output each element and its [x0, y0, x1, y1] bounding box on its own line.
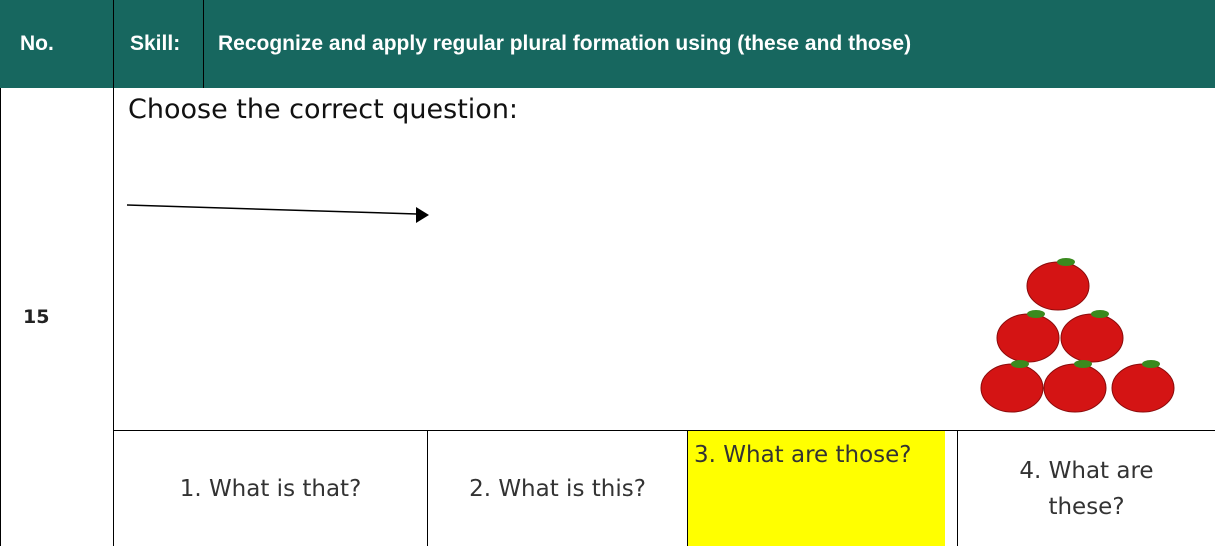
illustration	[126, 204, 1175, 413]
apples	[980, 261, 1175, 413]
header-no: No.	[0, 0, 114, 88]
arrow-head	[416, 207, 429, 223]
option[interactable]: 4. What are these?	[1019, 457, 1154, 520]
arrow-line	[126, 204, 418, 215]
question-prompt: Choose the correct question:	[128, 94, 519, 125]
row-divider	[114, 430, 1215, 431]
option[interactable]: 2. What is this?	[428, 431, 688, 546]
header-skill-label: Skill:	[114, 0, 204, 88]
option[interactable]: 3. What are those?	[688, 431, 945, 546]
option[interactable]: 1. What is that?	[114, 431, 428, 546]
question-number: 15	[0, 88, 114, 546]
apple-leaves	[1011, 258, 1160, 368]
header-skill: Recognize and apply regular plural forma…	[204, 0, 1215, 88]
option-cell: 3. What are those?	[688, 431, 958, 546]
